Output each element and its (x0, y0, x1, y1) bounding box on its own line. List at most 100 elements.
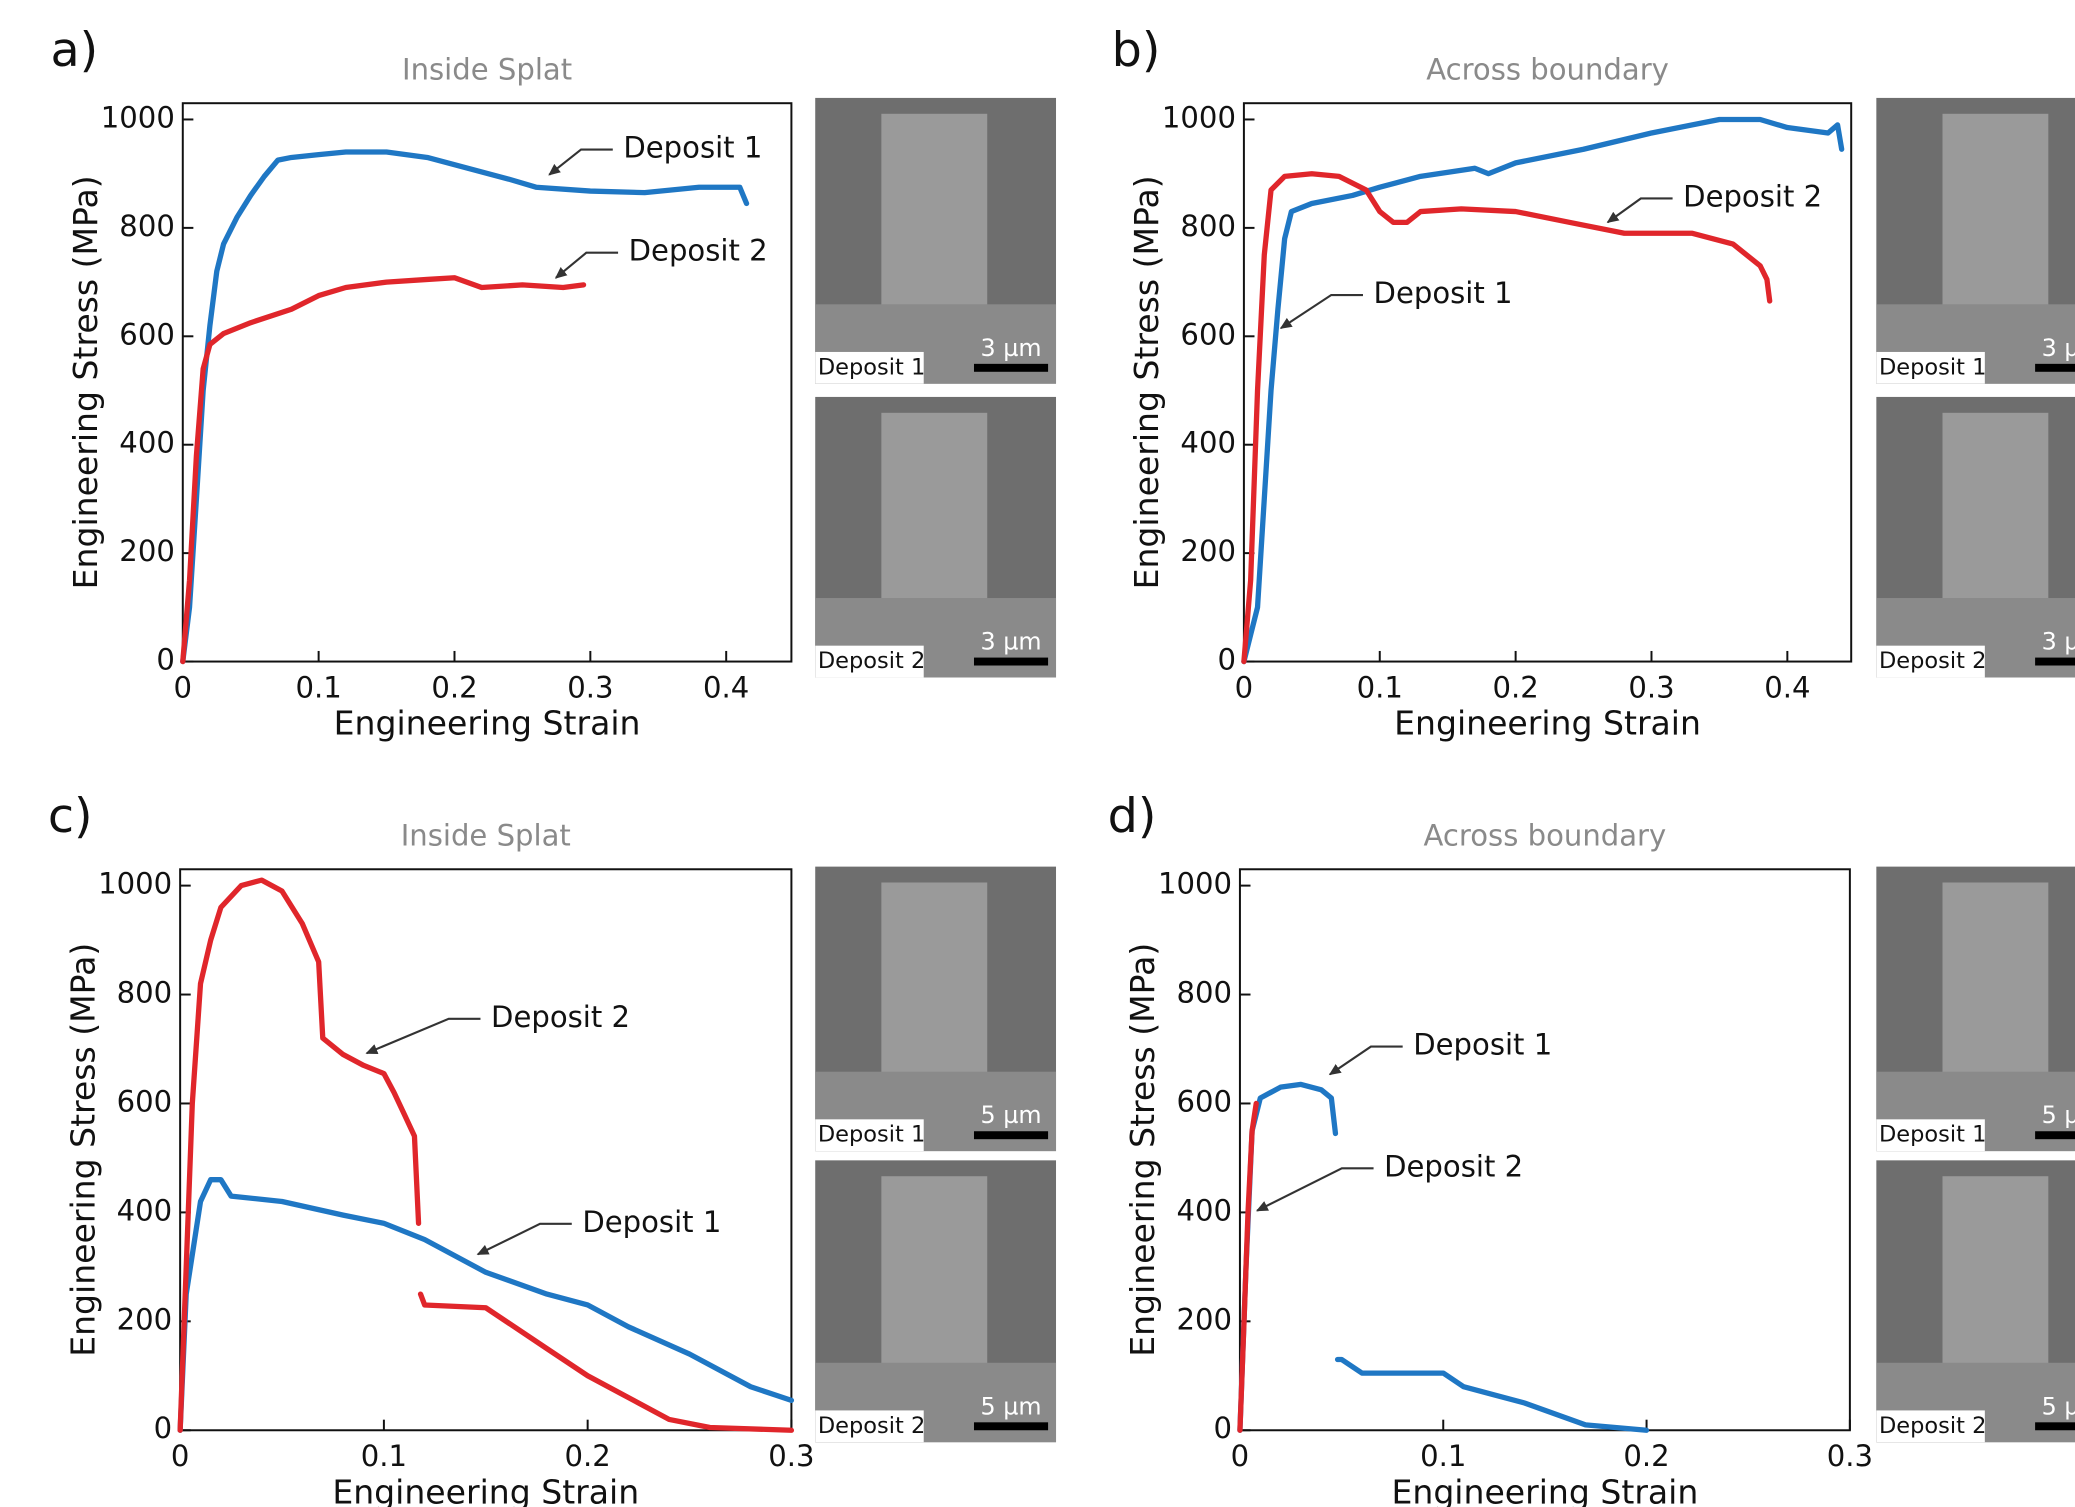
plot-frame (181, 102, 793, 663)
y-axis-label: Engineering Stress (MPa) (1123, 943, 1162, 1357)
y-tick-label: 1000 (1162, 100, 1236, 134)
annotation-label: Deposit 2 (629, 234, 768, 268)
panel-label: b) (1112, 23, 1161, 78)
x-tick-label: 0.2 (1492, 670, 1538, 704)
annotation-arrow (1606, 197, 1673, 224)
image-label: Deposit 2 (1879, 1413, 1986, 1439)
x-tick-label: 0 (1231, 1439, 1250, 1473)
chart-title: Inside Splat (402, 52, 572, 86)
series-line (177, 877, 795, 1433)
x-tick-label: 0.3 (768, 1439, 814, 1473)
scale-bar (973, 1422, 1049, 1431)
image-label: Deposit 1 (818, 354, 925, 380)
chart-title: Across boundary (1424, 819, 1667, 853)
y-tick-label: 200 (1176, 1302, 1232, 1336)
micrograph-pillar (881, 412, 988, 628)
x-tick-label: 0.1 (361, 1439, 407, 1473)
x-tick-label: 0 (171, 1439, 190, 1473)
micrograph-pillar (881, 1176, 988, 1392)
x-tick-label: 0.1 (1357, 670, 1403, 704)
x-axis-label: Engineering Strain (334, 704, 641, 743)
y-tick-label: 200 (117, 1302, 173, 1336)
annotation-arrow (548, 148, 613, 176)
panel-label: c) (48, 789, 93, 844)
y-tick-label: 600 (117, 1084, 173, 1118)
y-axis-label: Engineering Stress (MPa) (66, 175, 105, 589)
chart-title: Inside Splat (401, 819, 571, 853)
image-label-bg (815, 351, 924, 384)
series-line (180, 149, 750, 665)
y-tick-label: 800 (117, 976, 173, 1010)
scale-bar-label: 5 µm (2042, 1392, 2075, 1420)
scale-bar (2035, 657, 2075, 666)
plot-frame (1238, 868, 1851, 1432)
scale-bar-label: 3 µm (2042, 334, 2075, 362)
scale-bar (2035, 1422, 2075, 1431)
scale-bar-label: 5 µm (981, 1392, 1042, 1420)
y-tick-label: 1000 (101, 100, 175, 134)
y-tick-label: 400 (1180, 426, 1236, 460)
x-tick-label: 0 (1235, 670, 1254, 704)
image-label-bg (815, 1410, 924, 1443)
image-label: Deposit 1 (1879, 1122, 1986, 1148)
scale-bar-label: 5 µm (981, 1101, 1042, 1129)
scale-bar (2035, 363, 2075, 372)
y-axis-label: Engineering Stress (MPa) (1127, 175, 1166, 589)
annotation-arrow (476, 1222, 572, 1256)
y-tick-label: 0 (154, 1411, 173, 1445)
annotation-label: Deposit 1 (1413, 1028, 1552, 1062)
y-tick-label: 200 (1180, 534, 1236, 568)
scale-bar-label: 3 µm (981, 628, 1042, 656)
series-line (177, 1177, 795, 1433)
image-label-bg (1876, 1410, 1985, 1443)
y-tick-label: 0 (156, 643, 175, 677)
y-tick-label: 400 (119, 426, 175, 460)
chart-title: Across boundary (1426, 52, 1669, 86)
micrograph-pillar (881, 113, 988, 334)
annotation-label: Deposit 2 (1384, 1149, 1523, 1183)
x-tick-label: 0.2 (431, 670, 477, 704)
image-label: Deposit 2 (1879, 648, 1986, 674)
x-tick-label: 0.1 (295, 670, 341, 704)
annotation-label: Deposit 1 (623, 131, 762, 165)
series-line (1241, 116, 1845, 665)
scale-bar-label: 3 µm (981, 334, 1042, 362)
series-line (1237, 1100, 1259, 1433)
x-axis-label: Engineering Strain (1391, 1472, 1698, 1507)
scale-bar (2035, 1131, 2075, 1140)
annotation-arrow (554, 251, 619, 279)
y-tick-label: 400 (117, 1193, 173, 1227)
y-tick-label: 600 (1180, 317, 1236, 351)
series-line (1237, 1081, 1650, 1433)
y-tick-label: 400 (1176, 1193, 1232, 1227)
y-tick-label: 800 (1180, 209, 1236, 243)
micrograph-pillar (881, 882, 988, 1101)
scale-bar-label: 5 µm (2042, 1101, 2075, 1129)
annotation-arrow (1328, 1045, 1403, 1076)
x-tick-label: 0 (174, 670, 193, 704)
panel-label: d) (1108, 789, 1157, 844)
image-label-bg (815, 1119, 924, 1152)
scale-bar-label: 3 µm (2042, 628, 2075, 656)
annotation-label: Deposit 2 (1683, 179, 1822, 213)
annotation-label: Deposit 2 (491, 1000, 630, 1034)
y-tick-label: 1000 (98, 867, 172, 901)
panel-label: a) (50, 23, 98, 78)
y-tick-label: 800 (1176, 976, 1232, 1010)
x-axis-label: Engineering Strain (332, 1472, 639, 1507)
micrograph-pillar (1942, 113, 2049, 334)
image-label-bg (1876, 1119, 1985, 1152)
y-tick-label: 0 (1213, 1411, 1232, 1445)
y-tick-label: 200 (119, 534, 175, 568)
image-label: Deposit 1 (818, 1122, 925, 1148)
annotation-label: Deposit 1 (582, 1205, 721, 1239)
image-label-bg (1876, 351, 1985, 384)
y-tick-label: 0 (1217, 643, 1236, 677)
x-tick-label: 0.1 (1420, 1439, 1466, 1473)
y-axis-label: Engineering Stress (MPa) (63, 943, 102, 1357)
plot-frame (179, 868, 793, 1432)
x-tick-label: 0.4 (1764, 670, 1810, 704)
annotation-arrow (365, 1017, 481, 1055)
micrograph-pillar (1942, 882, 2049, 1101)
